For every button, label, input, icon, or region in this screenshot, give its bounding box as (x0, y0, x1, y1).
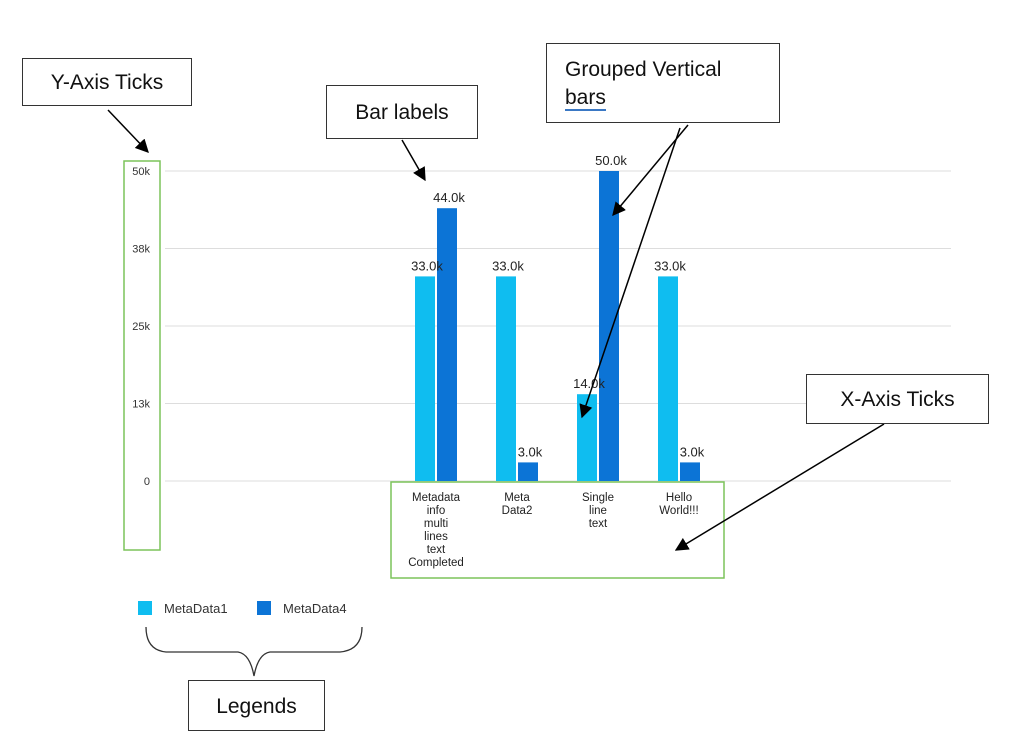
bar-metadata4-1[interactable] (518, 462, 538, 481)
bar-metadata1-2[interactable] (577, 394, 597, 481)
gridlines (165, 170, 951, 482)
x-axis-arrow (674, 423, 885, 551)
bar-metadata4-2[interactable] (599, 171, 619, 481)
x-tick-label-line: line (589, 505, 607, 517)
callout-y-axis-ticks: Y-Axis Ticks (22, 58, 192, 106)
x-tick-label-line: info (426, 505, 446, 517)
callout-x-axis-ticks-text: X-Axis Ticks (840, 388, 955, 411)
bar-value-label: 33.0k (492, 258, 524, 273)
bar-metadata1-3[interactable] (658, 276, 678, 481)
x-tick-label-line: text (588, 518, 608, 530)
legend-label-metadata4: MetaData4 (283, 600, 347, 616)
callout-x-axis-ticks: X-Axis Ticks (806, 374, 989, 424)
callout-grouped-line2: bars (565, 86, 606, 111)
x-tick-label-line: lines (424, 531, 448, 543)
bar-value-label: 33.0k (411, 258, 443, 273)
x-tick-label-line: Completed (408, 557, 464, 569)
bar-labels-arrow (401, 139, 426, 182)
callout-y-axis-ticks-text: Y-Axis Ticks (50, 71, 164, 94)
y-axis-arrow (107, 109, 149, 153)
x-tick-label-line: Data2 (501, 505, 533, 517)
legend-swatch-metadata4 (257, 601, 271, 615)
callout-legends-text: Legends (216, 695, 297, 718)
bar-metadata4-0[interactable] (437, 208, 457, 481)
y-tick-label: 38k (132, 244, 150, 256)
legend-swatch-metadata1 (138, 601, 152, 615)
grouped-bars-arrow-2 (579, 127, 681, 419)
y-axis-highlight-box (123, 160, 161, 551)
callout-legends: Legends (188, 680, 325, 731)
x-tick-label: Meta Data2 (477, 492, 557, 518)
x-tick-label-line: Metadata (412, 492, 460, 504)
bar-labels: 33.0k 33.0k 14.0k 33.0k 44.0k 3.0k 50.0k 3.0k (411, 153, 705, 459)
y-tick-label: 50k (132, 166, 150, 178)
y-tick-label: 25k (132, 321, 150, 333)
legend-label-metadata1: MetaData1 (164, 600, 228, 616)
bar-value-label: 3.0k (680, 444, 705, 459)
bars (415, 171, 700, 481)
bar-metadata1-1[interactable] (496, 276, 516, 481)
legend-item-metadata1[interactable]: MetaData1 (138, 598, 228, 618)
bar-value-label: 14.0k (573, 376, 605, 391)
x-axis-highlight-box (390, 481, 725, 579)
bar-metadata4-3[interactable] (680, 462, 700, 481)
x-tick-label-line: World!!! (659, 505, 699, 517)
legend-item-metadata4[interactable]: MetaData4 (257, 598, 347, 618)
x-tick-label-line: Meta (504, 492, 530, 504)
x-tick-label: Single line text (558, 492, 638, 531)
callout-grouped-line1: Grouped Vertical (565, 58, 722, 81)
x-tick-label-line: text (426, 544, 446, 556)
y-tick-label: 0 (144, 476, 150, 488)
y-axis-ticks: 0 13k 25k 38k 50k (132, 166, 150, 488)
x-tick-label: Hello World!!! (639, 492, 719, 518)
callout-bar-labels-text: Bar labels (355, 101, 449, 124)
legend-brace (145, 626, 363, 677)
bar-metadata1-0[interactable] (415, 276, 435, 481)
callout-bar-labels: Bar labels (326, 85, 478, 139)
y-tick-label: 13k (132, 399, 150, 411)
bar-value-label: 44.0k (433, 190, 465, 205)
x-tick-label: Metadata info multi lines text Completed (396, 492, 476, 570)
x-tick-label-line: Hello (665, 492, 693, 504)
bar-value-label: 50.0k (595, 153, 627, 168)
bar-value-label: 33.0k (654, 258, 686, 273)
bar-value-label: 3.0k (518, 444, 543, 459)
x-tick-label-line: multi (423, 518, 449, 530)
x-tick-label-line: Single (582, 492, 614, 504)
callout-grouped-vertical-bars: Grouped Vertical bars (546, 43, 780, 123)
